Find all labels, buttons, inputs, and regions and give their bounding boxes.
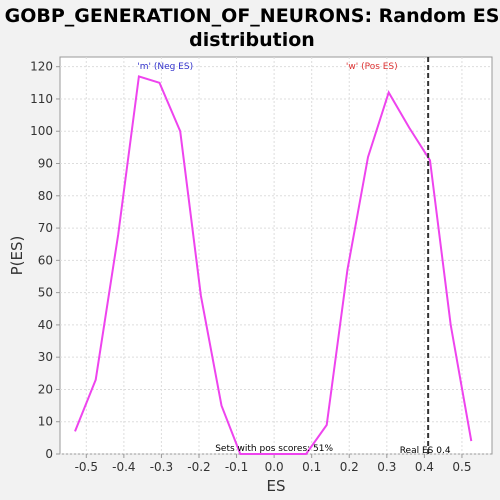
y-tick-label: 10 bbox=[38, 415, 53, 429]
y-tick-label: 20 bbox=[38, 382, 53, 396]
y-tick-label: 120 bbox=[30, 60, 53, 74]
y-tick-label: 30 bbox=[38, 350, 53, 364]
y-tick-label: 60 bbox=[38, 253, 53, 267]
y-tick-label: 80 bbox=[38, 189, 53, 203]
chart-title: GOBP_GENERATION_OF_NEURONS: Random ES bbox=[5, 5, 500, 27]
y-tick-label: 70 bbox=[38, 221, 53, 235]
x-tick-label: 0.1 bbox=[302, 460, 321, 474]
y-tick-label: 40 bbox=[38, 318, 53, 332]
neg-es-label: 'm' (Neg ES) bbox=[137, 62, 193, 72]
x-tick-label: -0.2 bbox=[187, 460, 210, 474]
x-tick-label: 0.2 bbox=[340, 460, 359, 474]
real-es-label: Real ES 0.4 bbox=[400, 446, 451, 456]
y-axis-title: P(ES) bbox=[8, 236, 26, 276]
x-tick-label: -0.5 bbox=[75, 460, 98, 474]
x-tick-label: -0.1 bbox=[225, 460, 248, 474]
y-tick-label: 110 bbox=[30, 92, 53, 106]
x-tick-label: 0.3 bbox=[377, 460, 396, 474]
pos-es-label: 'w' (Pos ES) bbox=[346, 62, 398, 72]
series-line bbox=[74, 75, 473, 455]
y-tick-label: 0 bbox=[45, 447, 53, 461]
gridlines bbox=[60, 57, 492, 455]
y-tick-label: 90 bbox=[38, 157, 53, 171]
x-tick-label: 0.0 bbox=[265, 460, 284, 474]
y-tick-label: 50 bbox=[38, 286, 53, 300]
x-tick-label: 0.4 bbox=[415, 460, 434, 474]
y-axis: 0 10 20 30 40 50 60 70 80 90 100 110 120 bbox=[30, 60, 60, 461]
chart-title-line2: distribution bbox=[189, 29, 315, 51]
x-tick-label: -0.3 bbox=[150, 460, 173, 474]
x-tick-label: 0.5 bbox=[452, 460, 471, 474]
x-axis: -0.5 -0.4 -0.3 -0.2 -0.1 0.0 0.1 0.2 0.3 0.4 0.5 bbox=[75, 454, 471, 474]
pos-scores-label: Sets with pos scores: 51% bbox=[215, 444, 333, 454]
x-axis-title: ES bbox=[267, 477, 286, 495]
y-tick-label: 100 bbox=[30, 124, 53, 138]
x-tick-label: -0.4 bbox=[112, 460, 135, 474]
